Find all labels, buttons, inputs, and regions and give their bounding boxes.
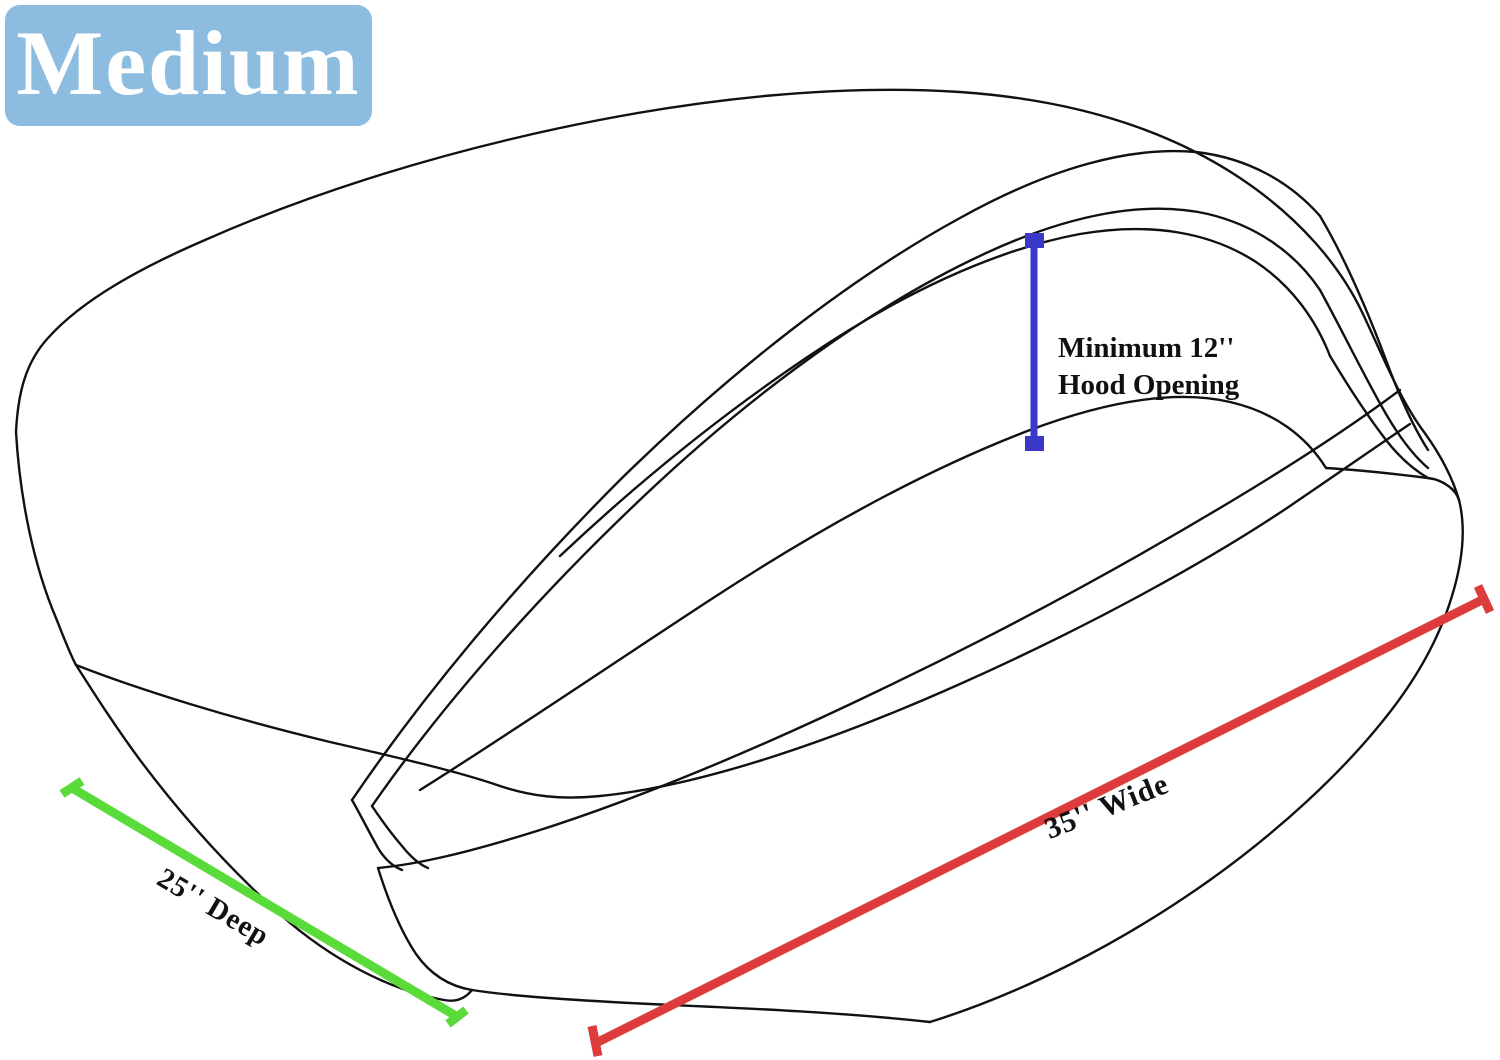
hood-opening-cap-bottom [1025,436,1044,451]
hood-opening-dimension-label: Minimum 12'' Hood Opening [1058,330,1239,404]
bag-outline-group [14,88,1464,1024]
depth-cap-bottom [445,1006,469,1028]
size-badge-label: Medium [16,11,361,114]
hood-opening-cap-top [1025,233,1044,248]
width-cap-right [1473,584,1495,614]
bag-hood-zipper-arc [370,207,1322,808]
bag-left-seam-b [370,804,430,870]
width-dimension [587,584,1495,1057]
bag-hood-outer-arc [350,149,1322,802]
width-cap-left [587,1025,603,1057]
hood-opening-dimension [1025,233,1044,451]
bag-right-corner-converge-c [1328,354,1430,480]
depth-cap-top [59,777,85,798]
bag-left-seam-a [350,798,404,872]
bag-right-corner-converge-a [1318,214,1430,452]
bag-hood-opening-lip [418,395,1328,792]
bag-left-lower-fold [14,430,78,667]
width-dimension-line [595,595,1485,1047]
depth-dimension [59,777,469,1028]
bag-front-bottom-edge [376,866,932,1024]
depth-dimension-line [69,784,459,1020]
bag-right-corner-converge-b [1318,288,1430,470]
hood-opening-label-line-1: Minimum 12'' [1058,332,1235,364]
bag-hood-inner-arc [558,227,1332,558]
bag-front-panel-seam [74,422,1412,799]
bag-right-corner-knot [1324,466,1461,502]
size-badge: Medium [5,5,372,126]
hood-opening-label-line-2: Hood Opening [1058,369,1240,402]
bag-mid-body-seam [376,388,1402,870]
bag-outer-silhouette [14,88,1464,1024]
